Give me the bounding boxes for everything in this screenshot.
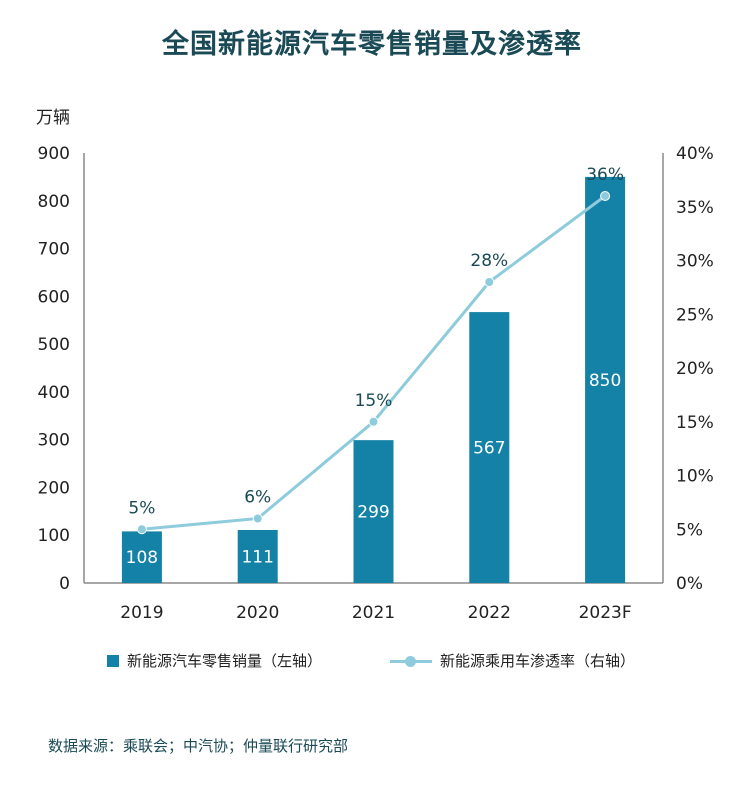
y-right-tick-label: 20%	[676, 359, 714, 379]
penetration-value-label: 6%	[244, 488, 271, 508]
bar-value-label: 108	[126, 548, 158, 568]
y-left-tick-label: 500	[38, 335, 70, 355]
source-note: 数据来源：乘联会；中汽协；仲量联行研究部	[48, 737, 349, 755]
y-left-tick-label: 200	[38, 478, 70, 498]
y-axis-unit-label: 万辆	[36, 108, 70, 128]
y-left-tick-label: 800	[38, 192, 70, 212]
bar	[469, 312, 510, 583]
x-tick-label: 2020	[236, 603, 279, 623]
y-right-tick-label: 0%	[676, 574, 703, 594]
y-right-tick-label: 25%	[676, 305, 714, 325]
bar	[353, 440, 394, 583]
legend-label-sales: 新能源汽车零售销量（左轴）	[127, 652, 323, 670]
penetration-value-label: 15%	[355, 391, 393, 411]
penetration-value-label: 28%	[470, 251, 508, 271]
x-tick-label: 2019	[120, 603, 163, 623]
bar-value-label: 567	[473, 439, 505, 459]
y-right-tick-label: 35%	[676, 198, 714, 218]
y-right-tick-label: 40%	[676, 144, 714, 164]
legend-item-sales: 新能源汽车零售销量（左轴）	[107, 650, 322, 671]
penetration-point	[600, 191, 611, 201]
x-tick-label: 2021	[352, 603, 395, 623]
legend-bar-swatch	[107, 654, 119, 667]
penetration-point	[484, 277, 495, 287]
bar	[585, 176, 626, 583]
bar-value-label: 850	[589, 371, 621, 391]
x-tick-label: 2022	[468, 603, 511, 623]
y-left-tick-label: 600	[38, 287, 70, 307]
penetration-point	[252, 513, 263, 524]
y-left-tick-label: 100	[38, 526, 70, 546]
bar	[121, 531, 162, 583]
y-right-tick-label: 10%	[676, 467, 714, 487]
penetration-value-label: 36%	[586, 165, 624, 185]
legend-line-swatch	[390, 654, 432, 668]
bar-value-label: 111	[241, 547, 273, 567]
y-right-tick-label: 5%	[676, 520, 703, 540]
y-left-tick-label: 0	[59, 574, 70, 594]
x-tick-label: 2023F	[579, 603, 632, 623]
y-right-tick-label: 30%	[676, 252, 714, 272]
y-left-tick-label: 700	[38, 240, 70, 260]
bar	[237, 529, 278, 583]
chart-title: 全国新能源汽车零售销量及渗透率	[162, 29, 582, 60]
y-left-tick-label: 300	[38, 431, 70, 451]
y-right-tick-label: 15%	[676, 413, 714, 433]
penetration-point	[136, 524, 147, 535]
penetration-point	[368, 416, 379, 427]
legend-label-penetration: 新能源乘用车渗透率（右轴）	[440, 652, 636, 670]
penetration-value-label: 5%	[128, 498, 155, 518]
bar-value-label: 299	[357, 503, 389, 523]
y-left-tick-label: 400	[38, 383, 70, 403]
legend-item-penetration: 新能源乘用车渗透率（右轴）	[390, 650, 635, 671]
y-left-tick-label: 900	[38, 144, 70, 164]
